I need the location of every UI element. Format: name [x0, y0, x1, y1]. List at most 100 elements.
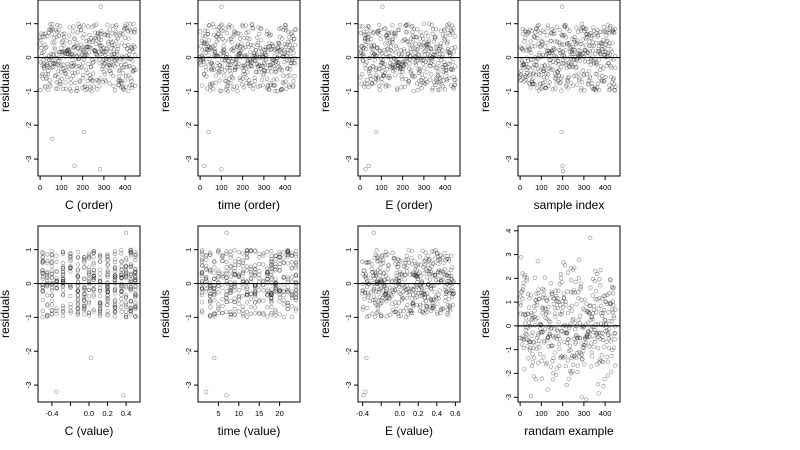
data-point	[451, 26, 456, 31]
data-point	[101, 49, 106, 55]
data-point	[445, 39, 450, 44]
data-point	[437, 47, 442, 52]
data-point	[438, 28, 444, 34]
data-point	[254, 35, 260, 40]
data-point	[207, 252, 213, 257]
data-point	[392, 67, 397, 72]
data-point	[288, 67, 293, 72]
data-point	[105, 293, 110, 299]
y-tick-label: -3	[344, 156, 353, 163]
data-point	[91, 273, 96, 279]
data-point	[521, 48, 526, 53]
data-point	[562, 23, 567, 28]
data-point	[133, 252, 138, 257]
data-point	[279, 87, 284, 92]
data-point	[412, 74, 418, 79]
data-point	[60, 275, 66, 281]
data-point	[66, 48, 71, 53]
outlier-point	[224, 393, 229, 398]
data-point	[75, 254, 81, 260]
data-point	[120, 85, 126, 90]
data-point	[197, 29, 203, 34]
data-point	[98, 306, 103, 311]
data-point	[522, 367, 527, 372]
data-point	[232, 30, 237, 35]
data-point	[393, 44, 399, 49]
data-point	[98, 259, 103, 264]
data-point	[100, 66, 105, 72]
data-point	[359, 48, 364, 53]
data-point	[586, 68, 592, 74]
data-point	[281, 48, 286, 53]
data-point	[534, 26, 539, 31]
data-point	[81, 48, 86, 53]
x-tick-label: 0.4	[121, 409, 131, 418]
data-point	[86, 38, 91, 43]
data-point	[105, 272, 110, 277]
x-tick-label: 100	[55, 183, 68, 192]
data-point	[61, 43, 66, 48]
data-point	[400, 66, 406, 72]
data-point	[115, 46, 120, 51]
x-tick-label: 0	[358, 183, 362, 192]
data-point	[556, 48, 562, 53]
data-point	[384, 32, 390, 37]
data-point	[211, 67, 216, 72]
data-point	[407, 61, 412, 66]
data-point	[224, 271, 229, 276]
y-tick-label: -2	[184, 122, 193, 129]
data-point	[526, 65, 531, 70]
data-point	[363, 66, 368, 71]
data-point	[86, 272, 92, 278]
data-point	[75, 293, 80, 298]
data-point	[105, 289, 110, 295]
data-point	[451, 49, 457, 54]
data-point	[40, 270, 45, 275]
data-point	[77, 24, 82, 30]
data-point	[211, 32, 217, 38]
data-point	[420, 61, 426, 66]
data-point	[581, 25, 586, 30]
outlier-point	[81, 129, 86, 135]
data-point	[43, 45, 48, 51]
data-point	[75, 301, 81, 306]
data-point	[378, 37, 383, 42]
data-point	[439, 57, 444, 63]
data-point	[60, 50, 65, 55]
data-point	[59, 76, 65, 82]
data-point	[546, 72, 551, 77]
data-point	[60, 278, 66, 284]
data-point	[557, 80, 562, 86]
data-point	[564, 84, 569, 89]
data-point	[105, 288, 110, 293]
data-point	[276, 64, 281, 69]
data-point	[576, 48, 581, 53]
data-point	[244, 264, 250, 269]
data-point	[533, 377, 539, 382]
data-point	[74, 41, 80, 46]
data-point	[63, 71, 68, 76]
data-point	[91, 275, 96, 280]
data-point	[270, 61, 275, 66]
data-point	[277, 261, 282, 267]
data-point	[208, 300, 213, 305]
data-point	[422, 80, 427, 86]
data-point	[393, 300, 398, 305]
data-point	[425, 34, 431, 39]
data-point	[404, 30, 410, 35]
data-point	[442, 251, 447, 256]
data-point	[60, 249, 66, 254]
data-point	[524, 70, 530, 76]
data-point	[241, 85, 247, 90]
data-point	[133, 292, 138, 298]
data-point	[107, 27, 112, 32]
data-point	[86, 293, 92, 299]
data-point	[83, 52, 88, 57]
data-point	[39, 73, 44, 78]
data-point	[277, 312, 282, 317]
data-point	[54, 259, 59, 264]
data-point	[430, 87, 435, 93]
data-point	[289, 31, 294, 37]
data-point	[586, 78, 591, 83]
data-point	[551, 301, 556, 307]
